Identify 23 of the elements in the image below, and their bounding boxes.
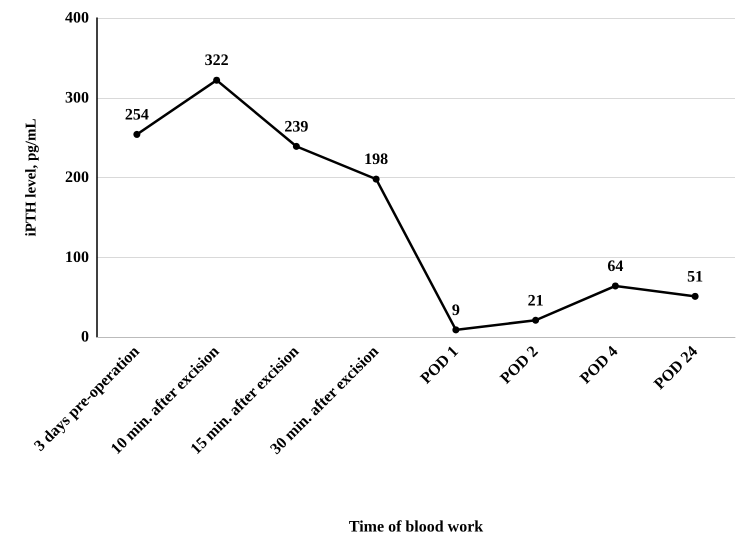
point — [213, 76, 220, 84]
y-tick-label: 200 — [65, 169, 89, 186]
point — [612, 282, 619, 290]
y-axis-title: iPTH level, pg/mL — [24, 118, 40, 236]
y-tick-label: 100 — [65, 248, 89, 266]
data-label: 9 — [452, 302, 460, 319]
y-tick-label: 0 — [81, 328, 89, 346]
data-label: 21 — [528, 292, 544, 310]
point — [372, 176, 380, 183]
y-tick-label: 400 — [65, 10, 89, 26]
data-label: 51 — [687, 268, 704, 286]
data-label: 198 — [364, 151, 388, 168]
y-tick-label: 300 — [65, 89, 89, 106]
data-label: 254 — [124, 106, 149, 124]
data-label: 239 — [284, 118, 308, 136]
data-label: 64 — [607, 258, 624, 275]
point — [133, 130, 140, 138]
point — [532, 316, 540, 324]
point — [292, 142, 300, 150]
x-axis-title: Time of blood work — [348, 518, 484, 536]
point — [692, 292, 699, 300]
point — [452, 326, 460, 334]
data-label: 322 — [204, 52, 229, 70]
